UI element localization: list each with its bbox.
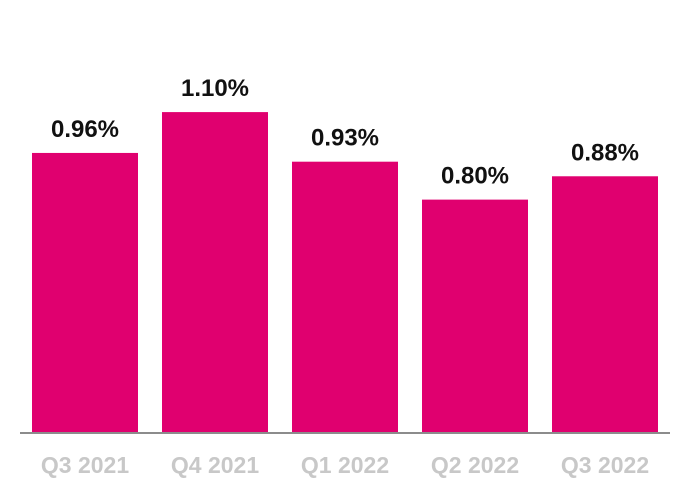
data-label-q3-2022: 0.88% — [571, 139, 639, 166]
data-labels-group: 0.96% 1.10% 0.93% 0.80% 0.88% — [51, 75, 639, 190]
data-label-q3-2021: 0.96% — [51, 116, 119, 143]
x-tick-label-q3-2022: Q3 2022 — [561, 452, 649, 478]
bars-group — [32, 112, 658, 434]
x-tick-labels-group: Q3 2021 Q4 2021 Q1 2022 Q2 2022 Q3 2022 — [41, 452, 649, 478]
bar-q3-2021 — [32, 152, 138, 433]
x-tick-label-q1-2022: Q1 2022 — [301, 452, 389, 478]
data-label-q2-2022: 0.80% — [441, 163, 509, 190]
x-tick-label-q3-2021: Q3 2021 — [41, 452, 129, 478]
x-tick-label-q4-2021: Q4 2021 — [171, 452, 259, 478]
data-label-q1-2022: 0.93% — [311, 125, 379, 152]
bar-q4-2021 — [162, 112, 268, 433]
x-tick-label-q2-2022: Q2 2022 — [431, 452, 519, 478]
data-label-q4-2021: 1.10% — [181, 75, 249, 102]
bar-q2-2022 — [422, 199, 528, 433]
bar-q3-2022 — [552, 176, 658, 433]
bar-q1-2022 — [292, 161, 398, 434]
